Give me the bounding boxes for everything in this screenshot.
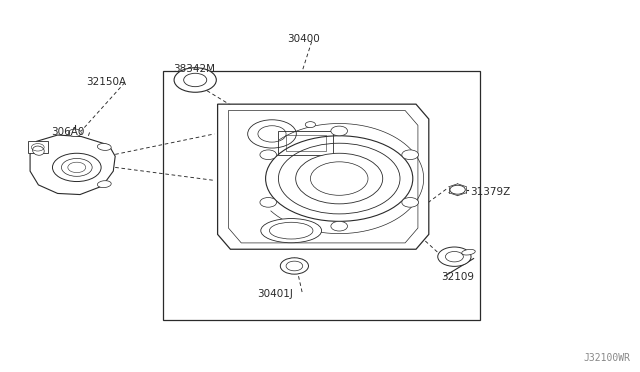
Circle shape [266,136,413,221]
Circle shape [402,150,419,160]
Ellipse shape [33,146,44,155]
Circle shape [174,68,216,92]
Bar [278,131,333,155]
Circle shape [438,247,471,266]
Ellipse shape [97,144,111,150]
Ellipse shape [261,219,321,243]
Circle shape [260,150,276,160]
Circle shape [450,185,465,194]
Text: 32109: 32109 [442,272,475,282]
Circle shape [184,73,207,87]
Bar [163,71,480,320]
Circle shape [331,126,348,136]
Circle shape [305,122,316,128]
Text: 30400: 30400 [287,34,321,44]
Circle shape [68,129,81,137]
Polygon shape [30,135,115,195]
Circle shape [331,221,348,231]
Text: 31379Z: 31379Z [470,187,511,196]
Circle shape [52,153,101,182]
Circle shape [280,258,308,274]
Circle shape [260,198,276,207]
Bar [286,135,326,151]
Ellipse shape [97,181,111,187]
Circle shape [296,153,383,204]
Ellipse shape [461,249,476,255]
Circle shape [248,120,296,148]
Polygon shape [218,104,429,249]
Text: J32100WR: J32100WR [584,353,630,363]
Bar [28,141,48,153]
Text: 38342M: 38342M [173,64,215,74]
Text: 306A0: 306A0 [51,127,84,137]
Text: 32150A: 32150A [86,77,127,87]
Text: 30401J: 30401J [257,289,293,299]
Circle shape [402,198,419,207]
